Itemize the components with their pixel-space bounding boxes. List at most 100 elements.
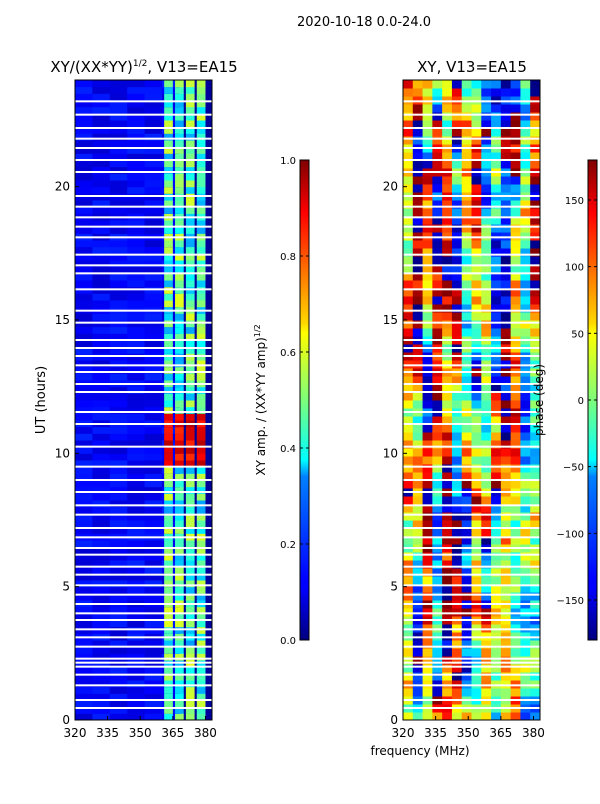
- phase-cell: [422, 232, 433, 241]
- phase-cell: [442, 288, 453, 297]
- amplitude-background-cell: [127, 360, 146, 368]
- phase-cell: [451, 648, 463, 657]
- amplitude-band-cell: [185, 426, 195, 434]
- phase-cell: [461, 472, 472, 481]
- data-gap: [403, 553, 540, 556]
- amplitude-band-cell: [185, 413, 195, 421]
- amplitude-band-cell: [175, 666, 184, 674]
- amplitude-band-cell: [164, 126, 173, 134]
- amplitude-band-cell: [196, 426, 206, 434]
- phase-cell: [403, 304, 414, 313]
- amplitude-background-cell: [92, 606, 111, 614]
- data-gap: [75, 127, 212, 129]
- phase-cell: [530, 440, 540, 449]
- amplitude-band-cell: [185, 393, 195, 401]
- amplitude-background-cell: [92, 680, 111, 688]
- amplitude-background-cell: [92, 200, 111, 208]
- amplitude-band-cell: [185, 360, 195, 368]
- phase-cell: [510, 496, 521, 505]
- phase-cell: [412, 184, 424, 193]
- amplitude-background-cell: [75, 680, 93, 688]
- amplitude-band-cell: [175, 340, 184, 348]
- amplitude-band-cell: [175, 180, 184, 188]
- phase-cell: [491, 120, 502, 129]
- phase-cell: [530, 280, 540, 289]
- amplitude-background-cell: [127, 313, 146, 321]
- phase-cell: [422, 288, 433, 297]
- amplitude-background-cell: [127, 666, 146, 674]
- phase-cell: [451, 184, 463, 193]
- amplitude-background-cell: [75, 446, 93, 454]
- amplitude-background-cell: [144, 140, 163, 148]
- phase-cell: [510, 200, 521, 209]
- phase-cell: [461, 688, 472, 697]
- amplitude-band-cell: [185, 200, 195, 208]
- phase-cell: [471, 152, 482, 161]
- phase-cell: [491, 664, 502, 673]
- phase-cell: [491, 440, 502, 449]
- amplitude-band-cell: [185, 326, 195, 334]
- amplitude-background-cell: [75, 133, 93, 141]
- amplitude-background-cell: [127, 486, 146, 494]
- phase-cell: [442, 328, 453, 337]
- phase-cell: [520, 656, 531, 665]
- amplitude-background-cell: [109, 640, 128, 648]
- amplitude-background-cell: [75, 346, 93, 354]
- phase-cell: [442, 320, 453, 329]
- amplitude-background-cell: [127, 133, 146, 141]
- data-gap: [403, 445, 540, 448]
- phase-cell: [471, 592, 482, 601]
- phase-cell: [461, 520, 472, 529]
- phase-cell: [481, 560, 492, 569]
- amplitude-background-cell: [144, 593, 163, 601]
- amplitude-background-cell: [127, 260, 146, 268]
- amplitude-band-cell: [185, 313, 195, 321]
- phase-cell: [451, 464, 463, 473]
- amplitude-band-cell: [164, 373, 173, 381]
- phase-cell: [432, 648, 443, 657]
- amplitude-background-cell: [75, 93, 93, 101]
- amplitude-background-cell: [127, 126, 146, 134]
- phase-cell: [520, 536, 531, 545]
- phase-cell: [422, 632, 433, 641]
- amplitude-background-cell: [109, 186, 128, 194]
- phase-cell: [530, 592, 540, 601]
- amplitude-band-cell: [185, 160, 195, 168]
- amplitude-background-cell: [127, 106, 146, 114]
- phase-cell: [403, 480, 414, 489]
- phase-cell: [500, 480, 512, 489]
- phase-cell: [422, 592, 433, 601]
- amplitude-band-cell: [196, 140, 206, 148]
- data-gap: [75, 364, 212, 367]
- phase-cell: [481, 656, 492, 665]
- phase-cell: [481, 384, 492, 393]
- data-gap: [75, 665, 212, 668]
- phase-cell: [442, 464, 453, 473]
- phase-cell: [481, 576, 492, 585]
- phase-cell: [432, 552, 443, 561]
- amplitude-band-cell: [175, 580, 184, 588]
- phase-cell: [491, 200, 502, 209]
- phase-cell: [432, 224, 443, 233]
- phase-cell: [520, 320, 531, 329]
- amplitude-background-cell: [109, 406, 128, 414]
- phase-cell: [481, 648, 492, 657]
- phase-cell: [530, 256, 540, 265]
- amplitude-band-cell: [164, 133, 173, 141]
- amplitude-background-cell: [75, 700, 93, 708]
- amplitude-band-cell: [196, 220, 206, 228]
- phase-cell: [520, 208, 531, 217]
- amplitude-band-cell: [196, 706, 206, 714]
- amplitude-band-cell: [175, 540, 184, 548]
- phase-cell: [500, 392, 512, 401]
- amplitude-background-cell: [127, 446, 146, 454]
- data-gap: [403, 479, 540, 481]
- phase-cell: [422, 536, 433, 545]
- amplitude-band-cell: [175, 513, 184, 521]
- amplitude-background-cell: [109, 86, 128, 94]
- phase-cell: [403, 688, 414, 697]
- phase-cell: [403, 88, 414, 97]
- phase-cell: [520, 128, 531, 137]
- phase-cell: [442, 632, 453, 641]
- phase-cell: [471, 112, 482, 121]
